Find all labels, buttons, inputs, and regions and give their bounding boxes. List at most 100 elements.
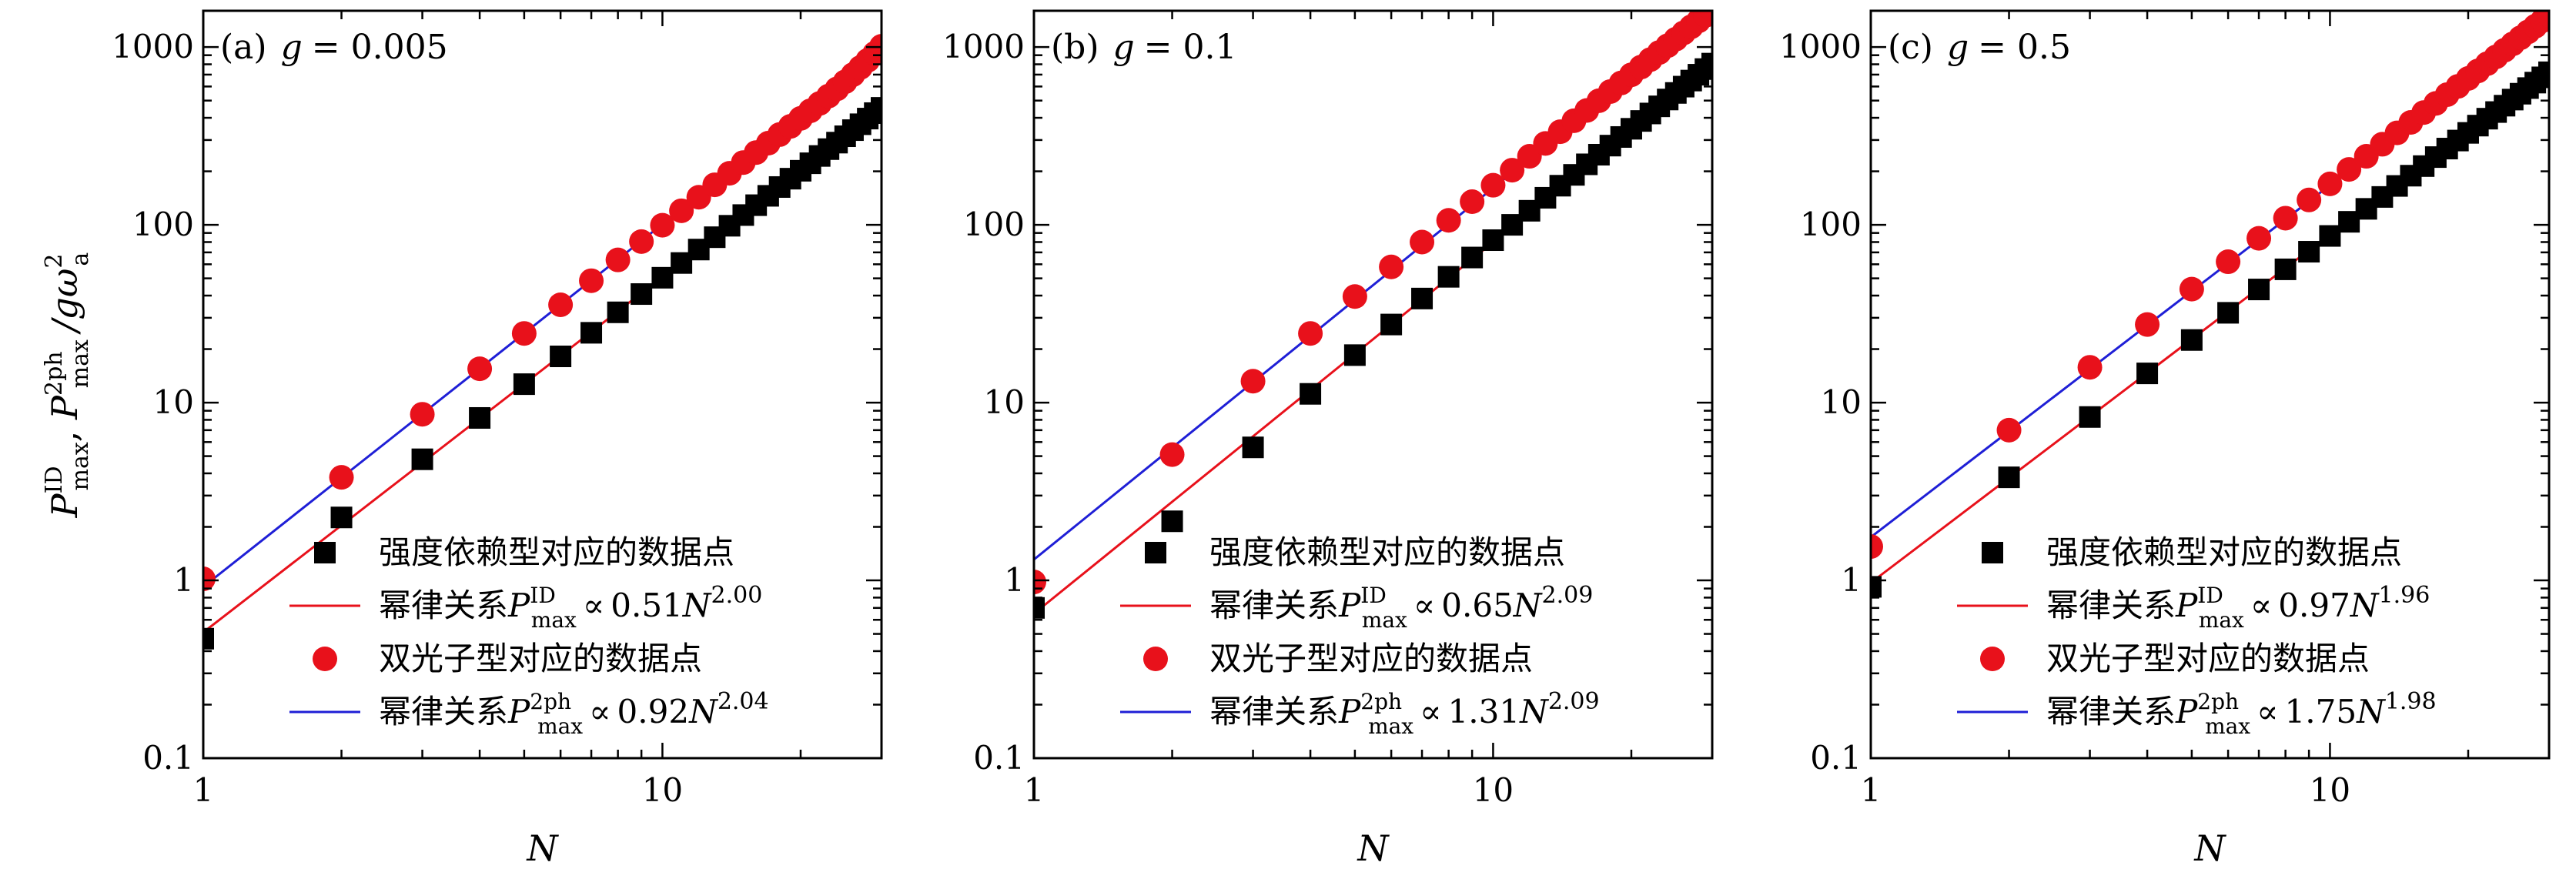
y-tick-label: 0.1 [1810,739,1862,777]
panel-label: (c) [1888,28,1933,67]
y-tick-label: 100 [963,206,1025,243]
tph-data-point [1436,208,1461,233]
fit-prefix: 幂律关系 [1209,587,1339,624]
panel-title: (a) g = 0.005 [220,28,448,67]
y-title-P2-sup: 2ph [41,351,68,396]
tph-data-point [203,567,216,592]
id-data-point [1482,229,1504,252]
y-tick-label: 10 [984,383,1025,421]
propto: ∝ [589,693,611,730]
tph-data-point [1410,229,1435,255]
id-data-point [607,301,629,323]
symbol-P: P [2175,693,2198,730]
propto: ∝ [1420,693,1441,730]
symbol-P: P [507,693,530,730]
id-data-point [2298,241,2320,263]
tph-data-point [548,292,574,317]
superscript: ID [2197,583,2223,608]
exponent: 2.00 [711,582,763,609]
panel-title: (c) g = 0.5 [1888,28,2071,67]
plot-area [203,34,882,650]
x-tick-label: 10 [1473,771,1514,809]
tph-data-point [650,212,675,238]
tph-data-point [1996,417,2022,443]
legend-id-points-label: 强度依赖型对应的数据点 [1209,533,1565,571]
g-variable: g [281,28,303,67]
fit-prefix: 幂律关系 [379,693,508,730]
symbol-N: N [682,587,712,624]
fit-prefix: 幂律关系 [2046,587,2176,624]
y-tick-label: 0.1 [973,739,1025,777]
symbol-P: P [507,587,530,624]
fit-prefix: 幂律关系 [2046,693,2176,730]
plot-frame [1869,9,2551,760]
y-axis-title: PIDmax, P2phmax/gω2a [41,252,94,519]
subscript: max [2205,714,2250,739]
g-value: = 0.1 [1144,28,1237,67]
coefficient: 0.97 [2278,587,2350,624]
id-data-point [1411,287,1434,309]
id-data-point [2136,363,2159,385]
fit-prefix: 幂律关系 [1209,693,1339,730]
superscript: 2ph [2197,689,2239,714]
legend-tph-points-label: 双光子型对应的数据点 [379,640,702,677]
symbol-N: N [1513,587,1543,624]
y-tick-label: 100 [1800,206,1862,243]
subscript: max [1368,714,1413,739]
tph-data-point [1700,11,1712,22]
legend-tph-fit-label: 幂律关系P2ph max ∝ 0.92N2.04 [379,688,769,739]
id-data-point [513,373,535,396]
subscript: max [1362,607,1407,633]
tph-data-point [605,247,631,272]
propto: ∝ [2250,587,2272,624]
tph-data-point [2273,206,2298,231]
tph-data-point [1379,254,1404,279]
superscript: ID [530,583,556,608]
coefficient: 0.51 [611,587,683,624]
plot-area [1034,11,1712,619]
y-tick-label: 1000 [1779,28,1862,65]
exponent: 2.09 [1542,582,1594,609]
subscript: max [537,714,583,739]
coefficient: 1.31 [1448,693,1521,730]
id-data-point [1161,510,1183,533]
y-title-omega-sup: 2 [41,254,68,269]
plot-frame [1032,9,1714,760]
tph-data-point [467,356,493,382]
tph-data-point [1159,442,1185,467]
legend-id-fit-label: 幂律关系PID max ∝ 0.97N1.96 [2046,582,2430,633]
plot-frame [202,9,883,760]
y-title-P2-sub: max [67,339,94,388]
id-data-point [1300,383,1322,405]
id-data-point [550,346,572,368]
y-tick-label: 1 [1841,561,1862,599]
tph-data-point [1342,284,1367,309]
y-title-P1-sub: max [67,442,94,490]
id-data-point [2538,61,2549,83]
y-tick-label: 10 [153,383,194,421]
tph-data-point [2077,355,2103,380]
y-title-slash: /gω [44,269,85,335]
id-data-point [411,448,433,470]
id-data-point [1998,466,2020,489]
y-title-sep: , [44,419,85,442]
g-value: = 0.005 [312,28,448,67]
tph-data-point [2179,276,2204,302]
symbol-N: N [2356,693,2386,730]
coefficient: 1.75 [2285,693,2357,730]
legend-circle-marker [1143,647,1168,671]
id-data-point [469,406,491,429]
symbol-P: P [2175,587,2198,624]
tph-data-point [669,198,694,223]
tph-data-point [2537,11,2549,28]
exponent: 1.98 [2385,688,2437,715]
legend-circle-marker [313,647,337,671]
panel-title: (b) g = 0.1 [1051,28,1237,67]
plot-area [1871,11,2549,598]
tph-data-point [2135,312,2160,337]
tph-data-point [2246,226,2272,251]
